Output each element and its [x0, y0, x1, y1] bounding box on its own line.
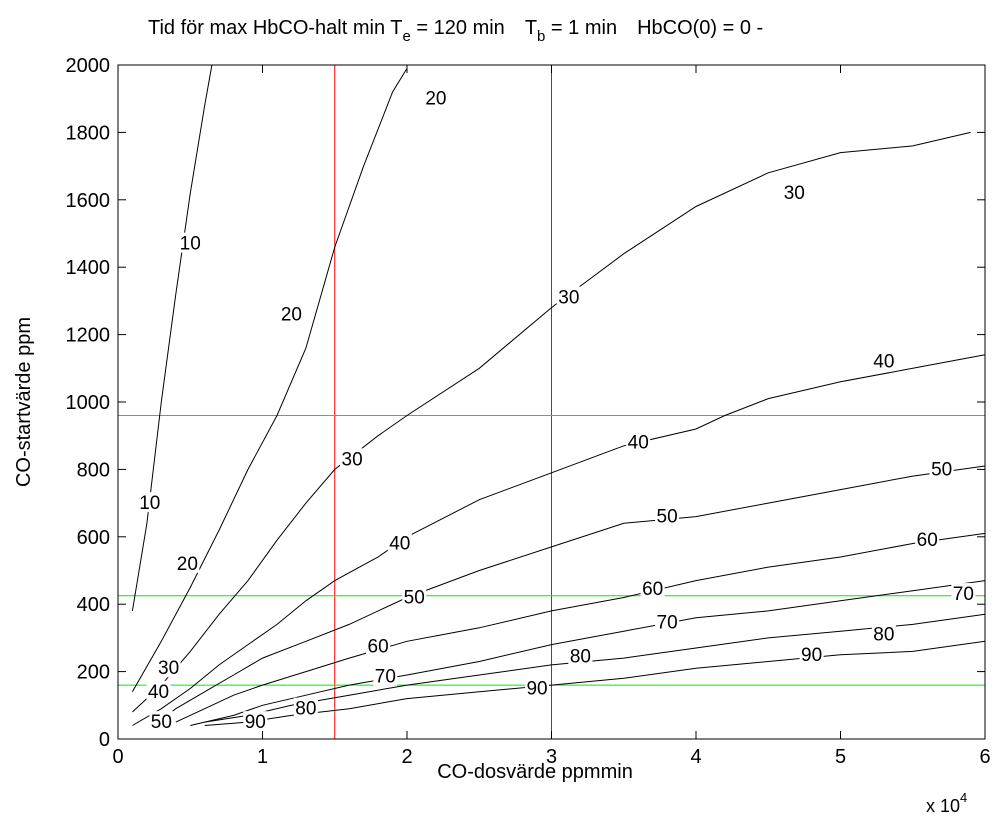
contour-label-bg: [243, 711, 268, 732]
contour-line-30: [132, 131, 971, 713]
contour-label-80: 80: [570, 646, 591, 667]
plot-area: 1010202020303030304040404050505050606060…: [66, 55, 991, 768]
contour-label-bg: [146, 680, 171, 701]
x-tick-label: 1: [257, 746, 268, 768]
contour-label-30: 30: [558, 288, 579, 309]
contour-label-bg: [175, 552, 200, 573]
y-tick-label: 1800: [66, 122, 111, 144]
contour-line-40: [132, 354, 986, 726]
contour-label-60: 60: [917, 530, 938, 551]
contour-label-40: 40: [148, 682, 169, 703]
x-tick-label: 5: [835, 746, 846, 768]
contour-label-bg: [293, 697, 318, 718]
contour-label-20: 20: [281, 304, 302, 325]
contour-label-40: 40: [628, 432, 649, 453]
x-tick-label: 0: [112, 746, 123, 768]
contour-line-60: [175, 532, 986, 723]
contour-label-bg: [655, 611, 680, 632]
y-tick-label: 400: [77, 594, 110, 616]
contour-label-20: 20: [177, 554, 198, 575]
contour-label-bg: [640, 578, 665, 599]
contour-label-30: 30: [158, 658, 179, 679]
contour-label-bg: [929, 458, 954, 479]
contour-label-bg: [915, 529, 940, 550]
contour-label-bg: [655, 505, 680, 526]
contour-line-50: [153, 465, 986, 726]
contour-label-bg: [387, 532, 412, 553]
contour-label-bg: [279, 303, 304, 324]
contour-label-bg: [525, 677, 550, 698]
contour-label-30: 30: [784, 183, 805, 204]
contour-label-50: 50: [151, 712, 172, 733]
contour-label-90: 90: [801, 645, 822, 666]
contour-label-bg: [626, 431, 651, 452]
contour-label-bg: [340, 448, 365, 469]
y-tick-label: 200: [77, 662, 110, 684]
contour-line-10: [131, 64, 213, 611]
contour-label-80: 80: [295, 699, 316, 720]
contour-label-bg: [402, 586, 427, 607]
contour-label-80: 80: [873, 625, 894, 646]
contour-label-bg: [871, 350, 896, 371]
contour-label-20: 20: [425, 89, 446, 110]
contour-line-90: [204, 640, 986, 726]
contour-label-70: 70: [375, 667, 396, 688]
contour-label-90: 90: [526, 678, 547, 699]
chart-title: Tid för max HbCO-halt min Te = 120 min Tb…: [148, 17, 763, 45]
contour-label-bg: [156, 657, 181, 678]
contour-label-50: 50: [657, 507, 678, 528]
contour-label-bg: [423, 87, 448, 108]
contour-line-70: [190, 580, 986, 726]
x-tick-label: 4: [690, 746, 701, 768]
contour-label-bg: [871, 623, 896, 644]
contour-label-bg: [799, 643, 824, 664]
x-tick-label: 6: [979, 746, 990, 768]
contour-line-20: [131, 68, 408, 693]
x-axis-multiplier: x 104: [926, 790, 967, 816]
contour-label-10: 10: [180, 234, 201, 255]
contour-label-bg: [556, 286, 581, 307]
contour-line-80: [204, 613, 986, 723]
y-tick-label: 0: [99, 729, 110, 751]
contour-label-40: 40: [389, 534, 410, 555]
contour-label-10: 10: [139, 493, 160, 514]
contour-label-40: 40: [873, 352, 894, 373]
contour-label-30: 30: [342, 449, 363, 470]
contour-label-bg: [149, 711, 174, 732]
contour-label-90: 90: [245, 712, 266, 733]
contour-label-bg: [568, 645, 593, 666]
contour-label-bg: [178, 232, 203, 253]
contour-label-bg: [366, 635, 391, 656]
contour-label-60: 60: [642, 579, 663, 600]
x-axis-label: CO-dosvärde ppmmin: [437, 761, 633, 783]
y-tick-label: 1000: [66, 392, 111, 414]
contour-label-50: 50: [931, 459, 952, 480]
y-tick-label: 2000: [66, 55, 111, 77]
y-tick-label: 1200: [66, 325, 111, 347]
contour-label-50: 50: [404, 587, 425, 608]
contour-label-70: 70: [657, 613, 678, 634]
contour-label-bg: [951, 583, 976, 604]
contour-label-bg: [373, 665, 398, 686]
y-axis-label: CO-startvärde ppm: [13, 317, 35, 487]
y-tick-label: 600: [77, 527, 110, 549]
y-tick-label: 800: [77, 459, 110, 481]
y-tick-label: 1400: [66, 257, 111, 279]
contour-label-60: 60: [368, 636, 389, 657]
contour-label-bg: [782, 182, 807, 203]
x-tick-label: 2: [401, 746, 412, 768]
x-tick-label: 3: [546, 746, 557, 768]
contour-label-70: 70: [953, 584, 974, 605]
y-tick-label: 1600: [66, 190, 111, 212]
contour-label-bg: [137, 492, 162, 513]
